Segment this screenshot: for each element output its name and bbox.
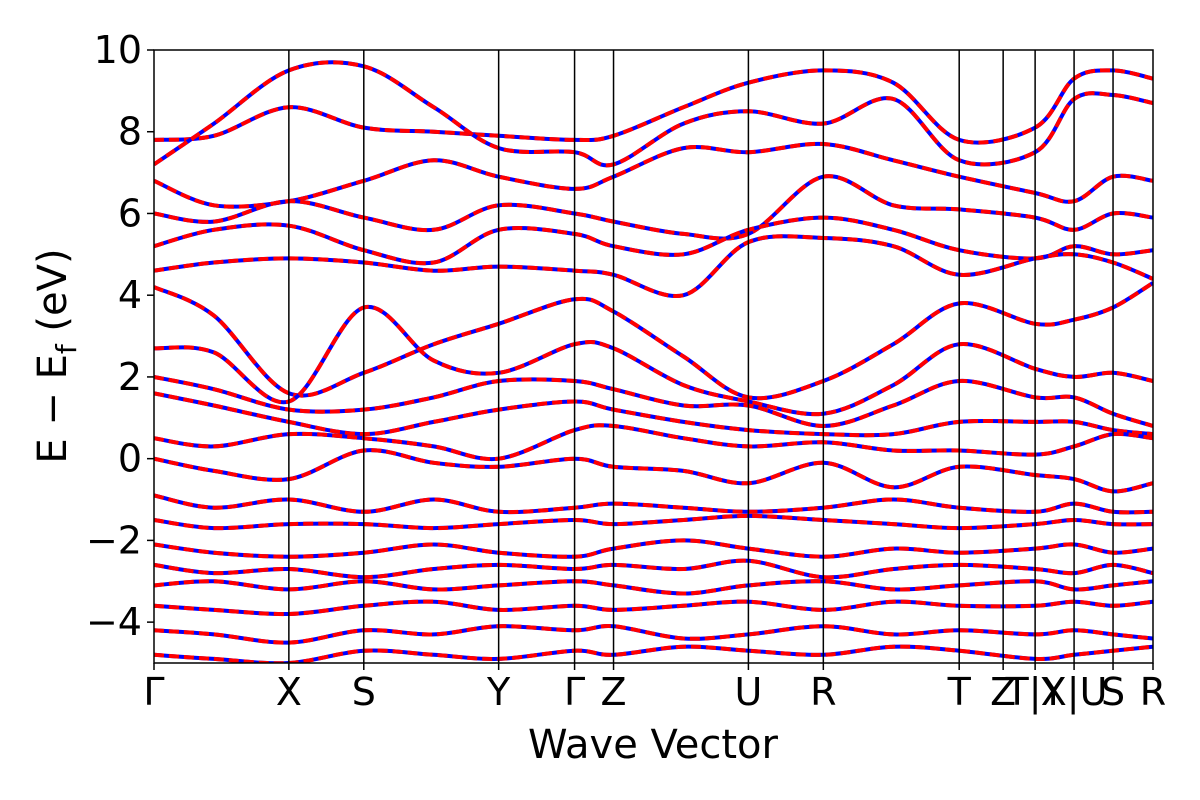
x-tick-label-6: U bbox=[734, 670, 762, 714]
y-axis-ticks: 10 8 6 4 2 0 −2 −4 bbox=[86, 28, 154, 644]
band-line-down-16 bbox=[154, 579, 1153, 596]
y-tick-label-4: 2 bbox=[118, 355, 142, 399]
band-line-down-13 bbox=[154, 513, 1153, 531]
y-axis-title-main: E − E bbox=[30, 354, 76, 464]
band-line-down-18 bbox=[154, 624, 1153, 645]
x-tick-label-9: Z bbox=[990, 670, 1016, 714]
band-line-down-8 bbox=[154, 374, 1153, 429]
band-line-down-2 bbox=[154, 141, 1153, 209]
y-axis-title-unit: (eV) bbox=[30, 248, 76, 344]
y-tick-label-2: 6 bbox=[118, 191, 142, 235]
y-axis-title-subscript: f bbox=[50, 343, 83, 354]
band-line-down-11 bbox=[154, 448, 1153, 494]
y-tick-label-1: 8 bbox=[118, 110, 142, 154]
y-tick-label-0: 10 bbox=[94, 28, 142, 72]
band-line-down-12 bbox=[154, 493, 1153, 515]
x-tick-label-8: T bbox=[947, 670, 972, 714]
x-tick-label-10: T|Y bbox=[1005, 670, 1066, 715]
high-symmetry-lines bbox=[288, 50, 1114, 663]
band-line-up-9 bbox=[154, 391, 1153, 438]
x-tick-label-4: Γ bbox=[564, 670, 585, 714]
band-line-down-17 bbox=[154, 599, 1153, 617]
y-tick-label-5: 0 bbox=[118, 437, 142, 481]
x-tick-label-3: Y bbox=[486, 670, 511, 714]
band-line-down-5 bbox=[154, 234, 1153, 299]
x-tick-label-7: R bbox=[810, 670, 836, 714]
x-axis-title: Wave Vector bbox=[528, 722, 779, 768]
band-line-down-10 bbox=[154, 423, 1153, 462]
x-tick-label-0: Γ bbox=[143, 670, 164, 714]
band-line-down-1 bbox=[154, 60, 1153, 168]
band-line-down-14 bbox=[154, 538, 1153, 559]
y-tick-label-3: 4 bbox=[118, 273, 142, 317]
x-axis-ticks: Γ X S Y Γ Z U R T ZT|YX|US R bbox=[143, 663, 1166, 715]
x-tick-label-2: S bbox=[352, 670, 376, 714]
band-line-down-15 bbox=[154, 558, 1153, 580]
plot-frame bbox=[153, 49, 1154, 664]
x-tick-label-12: S bbox=[1101, 670, 1125, 714]
band-line-down-4 bbox=[154, 215, 1153, 266]
band-line-down-19 bbox=[154, 644, 1153, 663]
x-tick-label-13: R bbox=[1140, 670, 1166, 714]
y-tick-label-6: −2 bbox=[86, 518, 142, 562]
x-tick-label-5: Z bbox=[601, 670, 627, 714]
x-tick-label-11: X|U bbox=[1041, 670, 1108, 715]
y-axis-title: E − Ef (eV) bbox=[30, 248, 83, 463]
band-line-down-0 bbox=[154, 68, 1153, 145]
x-tick-label-1: X bbox=[276, 670, 302, 714]
y-tick-label-7: −4 bbox=[86, 600, 142, 644]
